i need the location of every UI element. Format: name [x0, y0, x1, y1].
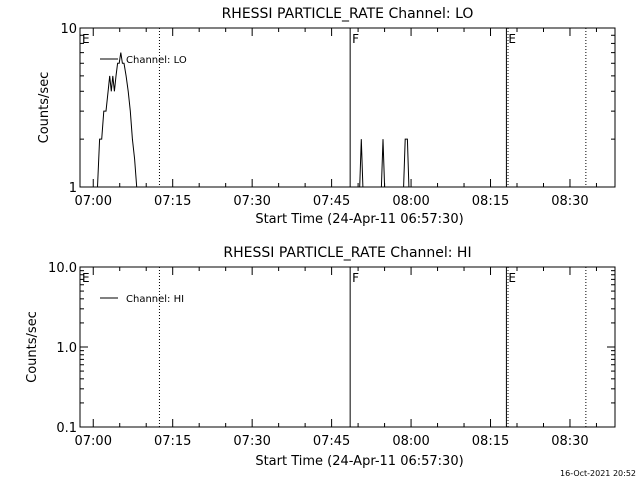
- event-marker-label: E: [508, 32, 516, 46]
- plot-frame: [79, 266, 616, 428]
- y-tick-label: 0.1: [56, 421, 77, 436]
- x-tick-label: 07:30: [233, 434, 270, 449]
- event-marker-label: F: [352, 271, 359, 285]
- data-series-line-3: [380, 139, 386, 188]
- x-tick-label: 07:30: [233, 194, 270, 209]
- x-tick-label: 07:45: [313, 194, 350, 209]
- x-tick-label: 07:00: [75, 194, 112, 209]
- x-axis-label: Start Time (24-Apr-11 06:57:30): [255, 212, 463, 227]
- chart-title: RHESSI PARTICLE_RATE Channel: HI: [223, 245, 471, 261]
- x-tick-label: 08:30: [551, 194, 588, 209]
- data-series-line-4: [403, 138, 410, 188]
- data-series-line-1: [97, 52, 138, 188]
- y-axis-label: Counts/sec: [37, 72, 52, 144]
- x-tick-label: 08:30: [551, 434, 588, 449]
- chart-title: RHESSI PARTICLE_RATE Channel: LO: [222, 6, 474, 22]
- data-series-line-2: [359, 139, 364, 188]
- x-tick-label: 07:15: [154, 194, 191, 209]
- timestamp-label: 16-Oct-2021 20:52: [560, 469, 636, 478]
- x-tick-label: 08:15: [472, 194, 509, 209]
- chart-panel-1: RHESSI PARTICLE_RATE Channel: LO 07:00 07:…: [37, 6, 616, 227]
- x-tick-label: 08:00: [392, 434, 429, 449]
- x-tick-label: 07:45: [313, 434, 350, 449]
- y-axis-label: Counts/sec: [25, 311, 40, 383]
- x-tick-label: 07:15: [154, 434, 191, 449]
- event-marker-label: E: [508, 271, 516, 285]
- x-tick-label: 08:15: [472, 434, 509, 449]
- legend-label: Channel: HI: [126, 294, 184, 305]
- y-tick-label: 1.0: [56, 341, 77, 356]
- x-tick-label: 08:00: [392, 194, 429, 209]
- event-marker-label: E: [82, 32, 90, 46]
- y-tick-label: 10: [60, 22, 77, 37]
- event-marker-label: E: [82, 271, 90, 285]
- legend-label: Channel: LO: [126, 55, 187, 66]
- chart-panel-2: RHESSI PARTICLE_RATE Channel: HI 07:00 07:…: [25, 245, 616, 469]
- y-tick-label: 10.0: [48, 261, 77, 276]
- plot-frame: [79, 27, 616, 188]
- y-tick-label: 1: [69, 181, 77, 196]
- x-tick-label: 07:00: [75, 434, 112, 449]
- x-axis-label: Start Time (24-Apr-11 06:57:30): [255, 454, 463, 469]
- event-marker-label: F: [352, 32, 359, 46]
